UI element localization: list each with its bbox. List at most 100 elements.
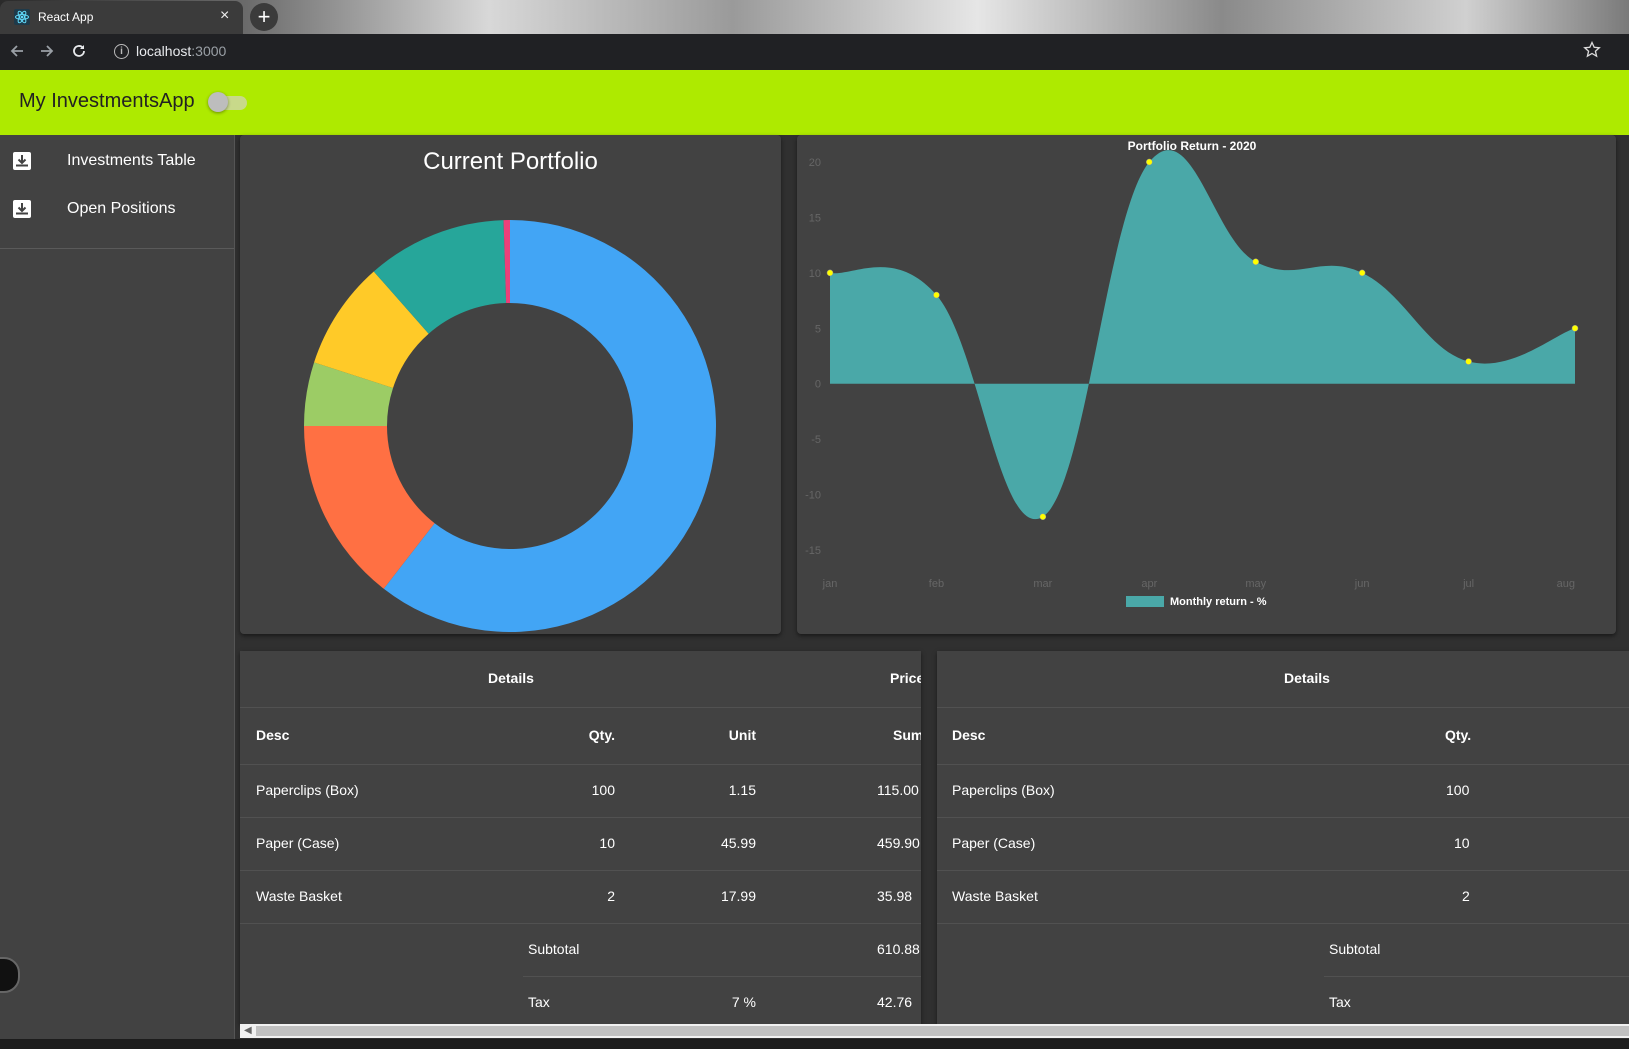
legend-label[interactable]: Monthly return - % <box>1170 596 1267 608</box>
donut-slice-3[interactable] <box>314 271 429 388</box>
y-tick-label: 10 <box>809 268 821 280</box>
group-header-details: Details <box>1284 670 1330 686</box>
cell-desc: Paper (Case) <box>256 835 340 851</box>
group-header-details: Details <box>488 670 534 686</box>
cell-unit: 17.99 <box>720 888 756 904</box>
column-header-qty: Qty. <box>1445 727 1472 743</box>
table-group-header-row: Details <box>937 651 1629 708</box>
scroll-left-arrow-icon[interactable]: ◀ <box>244 1025 252 1036</box>
tax-row: Tax <box>1324 977 1629 1024</box>
table-group-header-row: Details Price <box>240 651 921 708</box>
portfolio-return-card: Portfolio Return - 2020 20 15 10 5 0 -5 -10 -15 j… <box>797 135 1616 634</box>
x-tick-label: aug <box>1557 578 1575 590</box>
column-header-desc: Desc <box>256 727 290 743</box>
table-row: Waste Basket 2 <box>937 871 1629 924</box>
sidebar-item-investments-table[interactable]: Investments Table <box>0 139 234 185</box>
donut-slice-4[interactable] <box>373 220 507 334</box>
cell-sum: 115.00 <box>877 782 919 798</box>
investments-table-left: Details Price Desc Qty. Unit Sum Papercl… <box>240 651 921 1024</box>
data-point-may[interactable] <box>1252 258 1259 266</box>
reload-icon[interactable] <box>70 42 88 60</box>
cell-qty: 2 <box>1462 888 1470 904</box>
sidebar-divider <box>0 248 234 249</box>
bookmark-star-icon[interactable] <box>1583 41 1601 59</box>
table-header-row: Desc Qty. <box>937 708 1629 765</box>
y-tick-label: 0 <box>815 379 821 391</box>
y-tick-label: 5 <box>815 323 821 335</box>
cell-desc: Waste Basket <box>256 888 342 904</box>
portfolio-title: Current Portfolio <box>423 148 598 175</box>
donut-slice-5[interactable] <box>503 220 510 304</box>
column-header-desc: Desc <box>952 727 986 743</box>
table-row: Waste Basket 2 17.99 35.98 <box>240 871 921 924</box>
app-header: My InvestmentsApp <box>0 70 1629 135</box>
cell-desc: Paper (Case) <box>952 835 1036 851</box>
tax-value: 42.76 <box>877 994 913 1010</box>
data-point-feb[interactable] <box>933 291 940 299</box>
scrollbar-thumb[interactable] <box>256 1026 1629 1036</box>
new-tab-button[interactable]: + <box>250 3 278 31</box>
subtotal-label: Subtotal <box>528 941 580 957</box>
column-header-sum: Sum <box>893 727 921 743</box>
cell-qty: 10 <box>1454 835 1470 851</box>
donut-slice-0[interactable] <box>383 220 716 632</box>
data-point-jan[interactable] <box>826 269 834 277</box>
sidebar: Investments Table Open Positions <box>0 135 235 1039</box>
cell-sum: 35.98 <box>877 888 913 904</box>
column-header-qty: Qty. <box>588 727 615 743</box>
browser-tab-strip: React App × + <box>0 0 1629 34</box>
portfolio-return-chart: Portfolio Return - 2020 20 15 10 5 0 -5 -10 -15 j… <box>805 139 1579 608</box>
table-row: Paperclips (Box) 100 1.15 115.00 <box>240 765 921 818</box>
y-tick-label: -15 <box>805 545 821 557</box>
app-title: My InvestmentsApp <box>19 90 195 112</box>
sidebar-item-open-positions[interactable]: Open Positions <box>0 187 234 233</box>
donut-slice-1[interactable] <box>304 426 435 589</box>
data-point-apr[interactable] <box>1146 158 1153 166</box>
investments-table-right: Details Desc Qty. Paperclips (Box) 100 P… <box>937 651 1629 1024</box>
tax-row: Tax 7 % 42.76 <box>523 977 921 1024</box>
table-header-row: Desc Qty. Unit Sum <box>240 708 921 765</box>
close-tab-icon[interactable]: × <box>220 7 230 24</box>
cell-unit: 1.15 <box>728 782 756 798</box>
data-point-aug[interactable] <box>1571 325 1579 332</box>
theme-toggle-thumb[interactable] <box>208 92 228 112</box>
os-taskbar <box>0 1039 1629 1049</box>
download-box-icon <box>13 152 31 170</box>
tax-label: Tax <box>1329 994 1351 1010</box>
cell-qty: 10 <box>599 835 615 851</box>
y-tick-label: -5 <box>811 434 821 446</box>
subtotal-value: 610.88 <box>877 941 920 957</box>
cell-sum: 459.90 <box>877 835 920 851</box>
donut-slice-2[interactable] <box>304 362 394 426</box>
data-point-jul[interactable] <box>1465 358 1472 365</box>
browser-tab[interactable]: React App × <box>0 1 243 34</box>
url-text: localhost:3000 <box>136 43 227 59</box>
browser-toolbar: i localhost:3000 <box>0 34 1629 70</box>
cell-desc: Waste Basket <box>952 888 1038 904</box>
cell-unit: 45.99 <box>720 835 756 851</box>
table-row: Paperclips (Box) 100 <box>937 765 1629 818</box>
area-series-fill <box>830 150 1575 520</box>
data-point-mar[interactable] <box>1039 513 1047 520</box>
tax-rate: 7 % <box>731 994 756 1010</box>
address-bar[interactable]: i localhost:3000 <box>106 38 1619 66</box>
table-row: Paper (Case) 10 <box>937 818 1629 871</box>
current-portfolio-card: Current Portfolio <box>240 135 781 634</box>
horizontal-scrollbar[interactable]: ◀ <box>240 1024 1629 1038</box>
sidebar-item-label: Investments Table <box>67 152 196 169</box>
forward-arrow-icon[interactable] <box>38 42 56 60</box>
data-point-jun[interactable] <box>1358 269 1366 277</box>
subtotal-row: Subtotal 610.88 <box>523 924 921 977</box>
table-row: Paper (Case) 10 45.99 459.90 <box>240 818 921 871</box>
column-header-unit: Unit <box>728 727 756 743</box>
back-arrow-icon[interactable] <box>8 42 26 60</box>
x-tick-label: apr <box>1141 578 1157 590</box>
tab-title: React App <box>38 10 94 24</box>
cell-qty: 100 <box>591 782 615 798</box>
subtotal-row: Subtotal <box>1324 924 1629 977</box>
chart-title: Portfolio Return - 2020 <box>1128 139 1257 153</box>
site-info-icon[interactable]: i <box>114 44 129 59</box>
y-tick-label: 15 <box>809 212 821 224</box>
subtotal-label: Subtotal <box>1329 941 1381 957</box>
x-tick-label: jun <box>1354 578 1370 590</box>
